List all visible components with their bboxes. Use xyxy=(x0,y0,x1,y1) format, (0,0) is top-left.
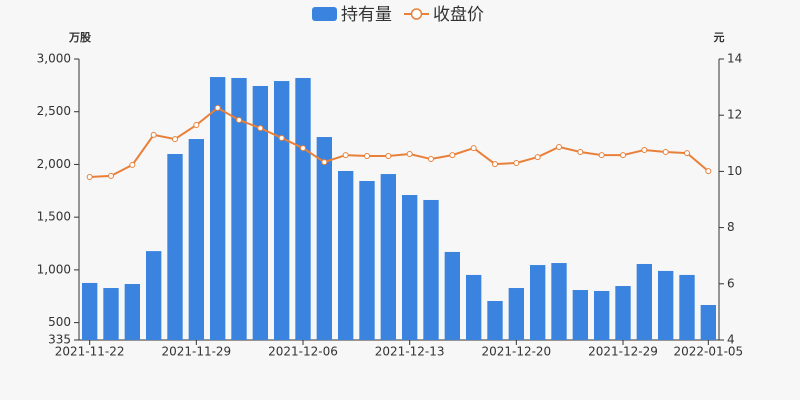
line-point xyxy=(214,104,221,111)
x-tick-label: 2021-11-22 xyxy=(55,345,125,359)
bar xyxy=(615,286,631,340)
y2-tick-label: 8 xyxy=(727,220,735,234)
bar xyxy=(487,300,503,340)
x-tick-label: 2021-11-29 xyxy=(161,345,231,359)
y-tick-label: 3,000 xyxy=(37,52,71,66)
bar xyxy=(124,284,141,340)
y-tick-label: 1,000 xyxy=(37,262,71,276)
line-point xyxy=(705,168,712,175)
bar xyxy=(188,139,205,340)
y-tick-label: 335 xyxy=(48,333,71,347)
y2-tick-label: 12 xyxy=(727,108,742,122)
bar xyxy=(295,77,311,340)
line-point xyxy=(321,159,328,166)
bar xyxy=(700,304,717,340)
line-point xyxy=(598,152,605,159)
legend-label: 持有量 xyxy=(341,5,392,25)
x-tick-label: 2022-01-05 xyxy=(673,345,743,359)
x-tick-label: 2021-12-29 xyxy=(588,345,658,359)
line-point xyxy=(300,145,306,152)
line-point xyxy=(684,150,690,157)
line-point xyxy=(534,154,541,161)
bar xyxy=(252,85,269,340)
line-point xyxy=(278,134,285,141)
y-tick-label: 2,000 xyxy=(37,157,71,171)
x-tick-label: 2021-12-06 xyxy=(268,345,338,359)
bar xyxy=(593,290,610,340)
line-point xyxy=(86,174,93,181)
bar xyxy=(679,274,695,340)
line-point xyxy=(513,159,520,166)
y-tick-label: 1,500 xyxy=(37,210,71,224)
y-axis-title: 万股 xyxy=(68,31,92,44)
bar xyxy=(401,195,418,340)
bar xyxy=(423,199,439,340)
bar xyxy=(380,174,397,340)
x-tick-label: 2021-12-13 xyxy=(375,345,445,359)
line-point xyxy=(492,161,498,168)
bar xyxy=(508,288,525,340)
line-point xyxy=(257,125,264,132)
y2-tick-label: 14 xyxy=(727,52,742,66)
bar xyxy=(636,263,653,340)
bar xyxy=(465,274,482,340)
bar xyxy=(209,77,226,340)
legend-swatch-point xyxy=(410,8,423,20)
legend-swatch xyxy=(312,7,337,21)
bar xyxy=(231,77,247,340)
y2-axis-title: 元 xyxy=(714,31,725,44)
bar xyxy=(81,282,98,340)
bar xyxy=(359,180,375,340)
line-point xyxy=(236,116,242,123)
line-point xyxy=(150,131,157,138)
line-point xyxy=(577,149,584,156)
line-point xyxy=(641,147,648,154)
bar xyxy=(145,251,162,340)
line-point xyxy=(108,172,114,179)
line-point xyxy=(620,152,626,159)
bar xyxy=(657,270,674,340)
y-tick-label: 2,500 xyxy=(37,104,71,118)
line-point xyxy=(172,136,178,143)
bar xyxy=(103,288,119,340)
line-point xyxy=(129,161,136,168)
y2-tick-label: 6 xyxy=(727,276,735,290)
bar xyxy=(167,154,183,340)
line-point xyxy=(406,150,413,157)
bar xyxy=(316,137,333,340)
bar xyxy=(529,265,546,340)
line-point xyxy=(364,152,370,159)
legend-label: 收盘价 xyxy=(433,5,484,25)
bar xyxy=(337,170,354,340)
bar xyxy=(273,81,290,341)
line-point xyxy=(193,122,200,129)
line-point xyxy=(385,152,392,159)
line-point xyxy=(449,152,456,159)
y-tick-label: 500 xyxy=(48,315,71,329)
line-point xyxy=(470,145,477,152)
bar xyxy=(572,290,589,340)
y2-tick-label: 4 xyxy=(727,333,735,347)
line-point xyxy=(662,149,669,156)
x-tick-label: 2021-12-20 xyxy=(481,345,551,359)
line xyxy=(89,106,709,179)
bar xyxy=(551,263,567,340)
y2-tick-label: 10 xyxy=(727,164,742,178)
line-point xyxy=(428,156,434,163)
line-point xyxy=(556,143,562,150)
line-point xyxy=(342,152,349,159)
bar xyxy=(444,251,461,340)
